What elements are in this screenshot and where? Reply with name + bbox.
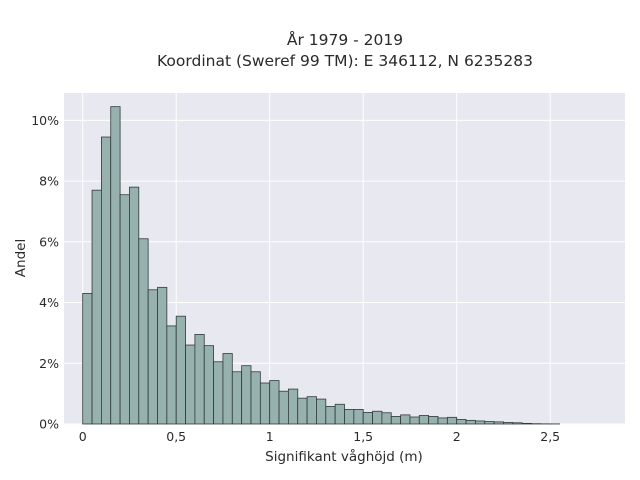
histogram-bar — [91, 189, 102, 425]
y-axis-label: Andel — [13, 239, 29, 277]
histogram-bar — [353, 409, 364, 425]
x-tick-label: 1 — [266, 429, 274, 444]
histogram-bar — [259, 382, 271, 425]
bars — [82, 106, 560, 425]
histogram-bar — [278, 390, 289, 425]
histogram-bar — [362, 412, 373, 425]
histogram-bar — [372, 410, 383, 425]
histogram-bar — [503, 422, 514, 425]
histogram-bar — [334, 403, 345, 425]
y-tick-label: 2% — [39, 356, 59, 371]
histogram-bar — [316, 398, 327, 425]
chart-title-line-1: År 1979 - 2019 — [287, 30, 403, 49]
histogram-bar — [231, 371, 243, 425]
histogram-bar — [185, 344, 196, 425]
y-tick-label: 8% — [39, 174, 59, 189]
y-tick-label: 4% — [39, 295, 59, 310]
histogram-bar — [287, 388, 299, 425]
histogram-bar — [484, 421, 495, 425]
histogram-bar — [222, 353, 233, 425]
histogram-bar — [194, 334, 205, 425]
histogram-bar — [82, 293, 93, 425]
histogram-bar — [493, 421, 504, 425]
histogram-bar — [269, 380, 280, 425]
y-tick-label: 10% — [31, 113, 59, 128]
histogram-bar — [512, 422, 523, 425]
histogram-bar — [147, 289, 158, 425]
x-tick-label: 2,5 — [540, 429, 560, 444]
x-axis-label: Signifikant våghöjd (m) — [265, 448, 423, 465]
histogram-bar — [456, 419, 467, 425]
x-tick-label: 0 — [79, 429, 87, 444]
y-axis-ticks: 0% 2% 4% 6% 8% 10% — [31, 113, 59, 432]
x-tick-label: 2 — [453, 429, 461, 444]
histogram-bar — [325, 405, 336, 425]
histogram-bar — [175, 315, 186, 425]
histogram-bar — [446, 416, 458, 425]
histogram-bar — [110, 106, 121, 425]
histogram-bar — [203, 345, 214, 425]
histogram-bar — [344, 409, 355, 425]
histogram-bar — [157, 286, 168, 425]
histogram-bar — [465, 419, 476, 425]
y-tick-label: 0% — [39, 417, 59, 432]
histogram-bar — [119, 194, 130, 425]
histogram-bar — [428, 416, 439, 425]
histogram-bar — [101, 136, 112, 425]
histogram-bar — [409, 416, 420, 425]
histogram-bar — [297, 397, 308, 425]
x-tick-label: 0,5 — [166, 429, 186, 444]
x-axis-ticks: 0 0,5 1 1,5 2 2,5 — [79, 429, 560, 444]
histogram-bar — [381, 412, 392, 425]
y-tick-label: 6% — [39, 234, 59, 249]
x-tick-label: 1,5 — [353, 429, 373, 444]
histogram-bar — [306, 396, 317, 425]
histogram-bar — [213, 361, 224, 425]
histogram-bar — [250, 371, 261, 425]
histogram-bar — [129, 186, 140, 425]
histogram-bar — [400, 414, 411, 425]
histogram-bar — [241, 365, 252, 425]
histogram-bar — [138, 238, 149, 425]
histogram-bar — [390, 416, 402, 425]
histogram-bar — [166, 325, 177, 425]
histogram-bar — [474, 420, 486, 425]
histogram-bar — [418, 415, 430, 425]
histogram-bar — [521, 422, 532, 425]
chart-title-line-2: Koordinat (Sweref 99 TM): E 346112, N 62… — [157, 52, 533, 70]
histogram-bar — [437, 417, 448, 425]
